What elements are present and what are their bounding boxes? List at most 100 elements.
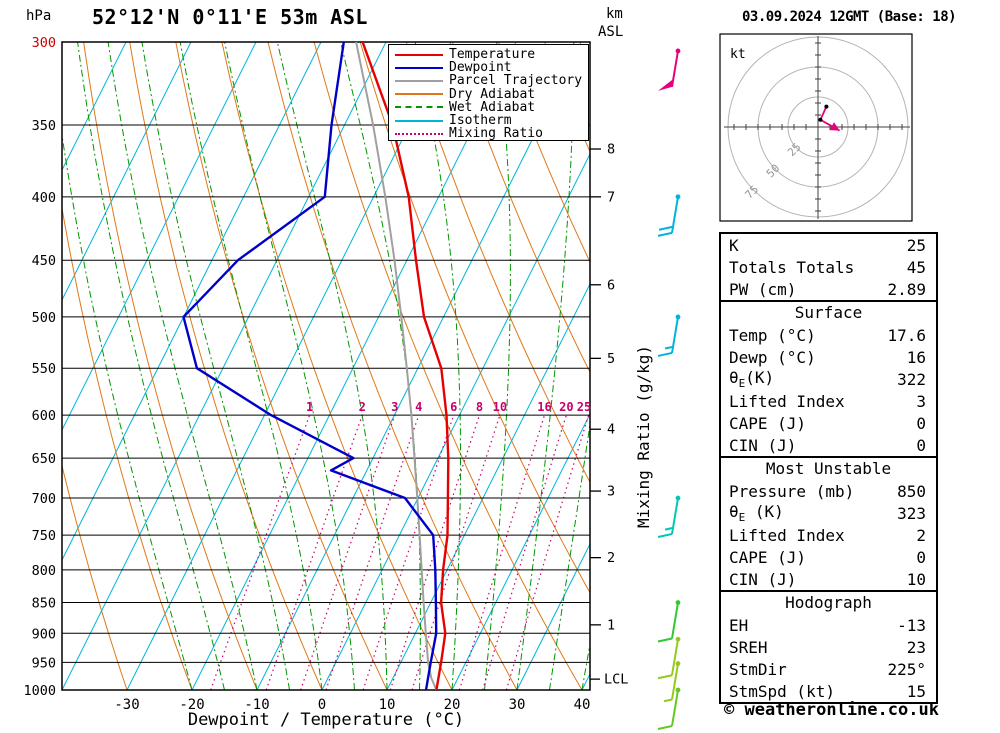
chart-legend: Temperature Dewpoint Parcel Trajectory Dry … [388,44,589,141]
svg-text:-20: -20 [179,697,204,713]
panel-row-value: 323 [897,503,926,523]
svg-text:10: 10 [493,400,507,414]
lcl-label: LCL [604,672,628,688]
legend-item: Isotherm [391,113,588,129]
hodograph-frame [719,33,913,222]
pressure-tick-label: 800 [32,563,56,579]
legend-line-sample [395,53,443,56]
pressure-tick-label: 1000 [23,683,56,699]
wind-barb [657,636,681,680]
svg-text:16: 16 [537,400,551,414]
pressure-tick-label: 900 [32,626,56,642]
legend-line-sample [395,106,443,109]
panel-row: PW (cm) 2.89 [721,278,936,300]
panel-row-label: θE (K) [729,501,784,525]
panel-row-label: CIN (J) [729,569,797,589]
copyright: © weatheronline.co.uk [724,700,939,720]
panel-row: SREH 23 [721,636,936,658]
svg-text:30: 30 [509,697,526,713]
panel-row-value: 0 [916,413,926,433]
panel-row: CAPE (J) 0 [721,546,936,568]
panel-row-label: StmSpd (kt) [729,681,835,701]
svg-text:8: 8 [476,400,483,414]
hodograph-unit-label: kt [730,47,746,62]
panel-row-value: 45 [906,257,926,277]
wind-barb [657,600,681,643]
svg-text:6: 6 [450,400,457,414]
panel-row-value: 25 [906,235,926,255]
panel-row-label: θE(K) [729,367,775,391]
panel-row-label: Dewp (°C) [729,347,816,367]
pressure-tick-label: 450 [32,253,56,269]
panel-row-value: 0 [916,547,926,567]
panel-row: StmSpd (kt) 15 [721,680,936,702]
panel-row-value: 15 [906,681,926,701]
wind-barb [663,661,681,703]
legend-item: Temperature [391,47,588,62]
svg-text:40: 40 [574,697,591,713]
legend-item-label: Isotherm [449,113,512,129]
legend-item-label: Mixing Ratio [449,126,543,142]
panel-row-value: 322 [897,369,926,389]
panel-row-label: Lifted Index [729,525,845,545]
panel-row: K 25 [721,234,936,256]
panel-row: CIN (J) 0 [721,434,936,456]
panel-row: Lifted Index 2 [721,524,936,546]
svg-text:-30: -30 [114,697,139,713]
svg-text:20: 20 [444,697,461,713]
pressure-tick-label: 400 [32,190,56,206]
legend-line-sample [395,93,443,96]
legend-item: Dewpoint [391,60,588,76]
background-lines [62,42,590,690]
panel-row-label: Totals Totals [729,257,855,277]
dewpoint-line [182,42,438,690]
panel-row-label: EH [729,615,749,635]
panel-row-label: CIN (J) [729,435,797,455]
panel-row-label: Pressure (mb) [729,481,855,501]
pressure-tick-label: 700 [32,491,56,507]
svg-text:25: 25 [577,400,591,414]
svg-text:3: 3 [391,400,398,414]
svg-text:1: 1 [607,617,615,633]
skewt-chart: 3003504004505005506006507007508008509009… [23,35,681,730]
panel-row-label: CAPE (J) [729,413,807,433]
panel-section: Most Unstable Pressure (mb) 850 θE (K) 323 Li… [719,456,938,592]
panel-row-label: Lifted Index [729,391,845,411]
panel-row: Totals Totals 45 [721,256,936,278]
panel-row: CIN (J) 10 [721,568,936,590]
isotherm-lines [62,42,590,690]
panel-row-label: K [729,235,739,255]
panel-section-title: Surface [794,303,863,322]
svg-text:20: 20 [559,400,573,414]
pressure-tick-label: 300 [32,35,56,51]
mixing-ratio-labels: 1 2 3 4 6 8 10 16 20 25 [306,400,591,414]
panel-row-value: 16 [906,347,926,367]
hodograph-ring-label: 25 [785,140,804,159]
panel-row-label: CAPE (J) [729,547,807,567]
panel-section: Hodograph EH -13 SREH 23 StmDir 225° StmSpd (kt… [719,590,938,704]
panel-row-value: -13 [897,615,926,635]
panel-row: CAPE (J) 0 [721,412,936,434]
legend-line-sample [395,66,443,69]
panel-row-value: 850 [897,481,926,501]
chart-frame [61,41,591,691]
legend-item-label: Dry Adiabat [449,86,536,102]
pressure-tick-label: 650 [32,451,56,467]
wind-barb [657,314,681,357]
temperature-tick-labels: -30 -20 -10 0 10 20 30 40 [114,697,590,713]
legend-item: Dry Adiabat [391,86,588,102]
legend-item: Wet Adiabat [391,100,588,115]
dry-adiabat-lines [62,42,590,690]
svg-text:6: 6 [607,277,615,293]
svg-text:3: 3 [607,484,615,500]
panel-row: Lifted Index 3 [721,390,936,412]
legend-item-label: Dewpoint [449,60,512,76]
panel-row: Temp (°C) 17.6 [721,324,936,346]
pressure-tick-label: 600 [32,408,56,424]
panel-row: StmDir 225° [721,658,936,680]
wind-barb [658,48,681,91]
svg-text:7: 7 [607,189,615,205]
pressure-tick-label: 850 [32,596,56,612]
legend-item: Mixing Ratio [391,126,588,142]
wind-barb [657,194,681,237]
